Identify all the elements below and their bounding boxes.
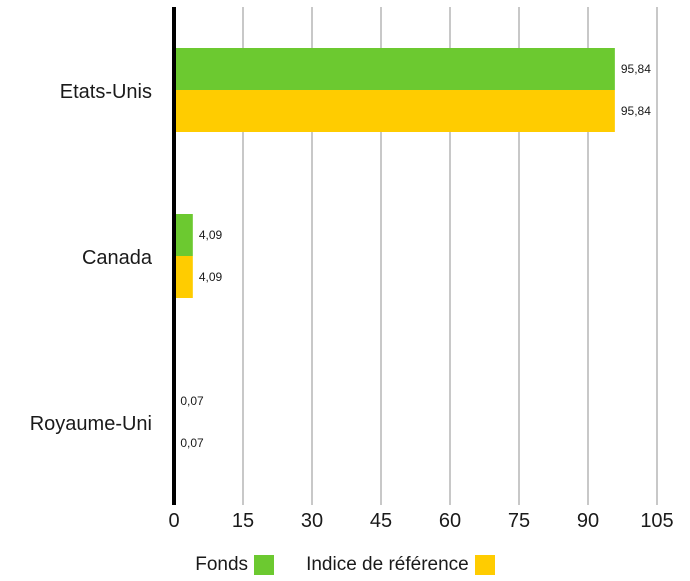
legend-item-indice: Indice de référence (306, 554, 495, 576)
legend-label-indice: Indice de référence (306, 554, 469, 575)
legend-swatch-indice (474, 555, 495, 575)
data-label-fonds-canada: 4,09 (199, 228, 223, 242)
x-tick-label-90: 90 (577, 510, 599, 532)
x-tick-label-0: 0 (168, 510, 179, 532)
category-label-etats-unis: Etats-Unis (60, 81, 152, 103)
legend: Fonds Indice de référence (0, 552, 690, 578)
x-tick-labels: 0 15 30 45 60 75 90 105 (168, 510, 673, 532)
data-label-indice-de-reference-royaume-uni: 0,07 (180, 436, 204, 450)
bars (174, 48, 615, 464)
legend-swatch-fonds (254, 555, 275, 575)
data-label-fonds-etats-unis: 95,84 (621, 62, 651, 76)
data-label-fonds-royaume-uni: 0,07 (180, 394, 204, 408)
data-label-indice-de-reference-etats-unis: 95,84 (621, 104, 651, 118)
x-tick-label-45: 45 (370, 510, 392, 532)
bar-fonds-etats-unis (174, 48, 615, 90)
data-label-indice-de-reference-canada: 4,09 (199, 270, 223, 284)
legend-label-fonds: Fonds (195, 554, 249, 575)
bar-indice-de-reference-canada (174, 256, 193, 298)
category-label-royaume-uni: Royaume-Uni (30, 413, 152, 435)
x-tick-label-75: 75 (508, 510, 530, 532)
x-tick-label-60: 60 (439, 510, 461, 532)
category-labels: Etats-Unis Canada Royaume-Uni (30, 81, 153, 435)
x-tick-label-105: 105 (640, 510, 673, 532)
legend-item-fonds: Fonds (195, 554, 275, 576)
x-tick-label-30: 30 (301, 510, 323, 532)
category-label-canada: Canada (82, 247, 153, 269)
x-tick-label-15: 15 (232, 510, 254, 532)
bar-indice-de-reference-etats-unis (174, 90, 615, 132)
bar-fonds-canada (174, 214, 193, 256)
data-labels: 95,84 95,84 4,09 4,09 0,07 0,07 (180, 62, 651, 450)
